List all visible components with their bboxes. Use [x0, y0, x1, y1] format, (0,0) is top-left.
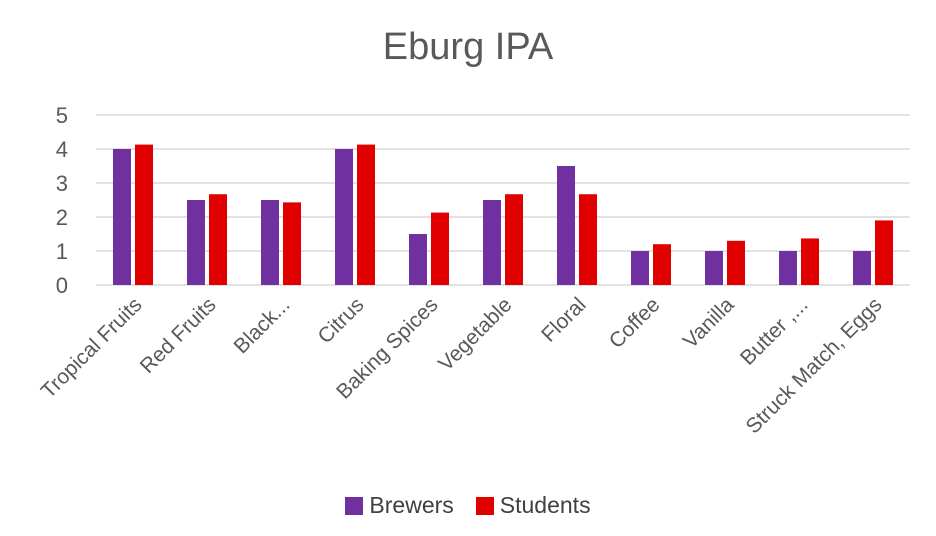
bar-students [505, 194, 523, 285]
x-tick-label: Citrus [313, 293, 368, 348]
bar-students [431, 212, 449, 285]
x-tick-label: Struck Match, Eggs [742, 293, 887, 438]
legend-swatch-students [475, 496, 494, 515]
legend-item-brewers: Brewers [345, 492, 454, 519]
bar-students [357, 144, 375, 285]
legend-label-students: Students [499, 492, 591, 518]
bar-students [209, 194, 227, 285]
bar-students [727, 240, 745, 285]
bar-students [801, 238, 819, 285]
y-tick-label: 4 [56, 137, 68, 162]
x-tick-label: Coffee [605, 293, 665, 353]
bar-students [579, 194, 597, 285]
y-tick-label: 1 [56, 239, 68, 264]
x-tick-label: Black... [230, 293, 295, 358]
x-tick-label: Butter ,... [736, 293, 813, 370]
bar-brewers [557, 166, 575, 285]
bar-brewers [483, 200, 501, 285]
bar-students [875, 220, 893, 285]
x-tick-label: Tropical Fruits [37, 293, 147, 403]
legend: Brewers Students [0, 492, 936, 519]
x-tick-label: Red Fruits [136, 293, 221, 378]
bar-brewers [779, 251, 797, 285]
x-tick-label: Floral [537, 293, 590, 346]
x-tick-label: Vegetable [434, 293, 516, 375]
bar-brewers [853, 251, 871, 285]
bar-brewers [705, 251, 723, 285]
bar-students [283, 202, 301, 285]
legend-label-brewers: Brewers [369, 492, 454, 518]
bar-brewers [113, 149, 131, 285]
chart-title: Eburg IPA [382, 26, 554, 68]
legend-swatch-brewers [345, 496, 364, 515]
x-tick-label: Vanilla [679, 293, 739, 353]
bar-students [653, 244, 671, 285]
y-tick-label: 2 [56, 205, 68, 230]
bar-brewers [335, 149, 353, 285]
bar-brewers [187, 200, 205, 285]
bar-brewers [261, 200, 279, 285]
y-tick-label: 5 [56, 103, 68, 128]
bar-students [135, 144, 153, 285]
bar-brewers [409, 234, 427, 285]
y-tick-label: 3 [56, 171, 68, 196]
y-tick-label: 0 [56, 273, 68, 298]
bar-brewers [631, 251, 649, 285]
legend-item-students: Students [475, 492, 591, 519]
